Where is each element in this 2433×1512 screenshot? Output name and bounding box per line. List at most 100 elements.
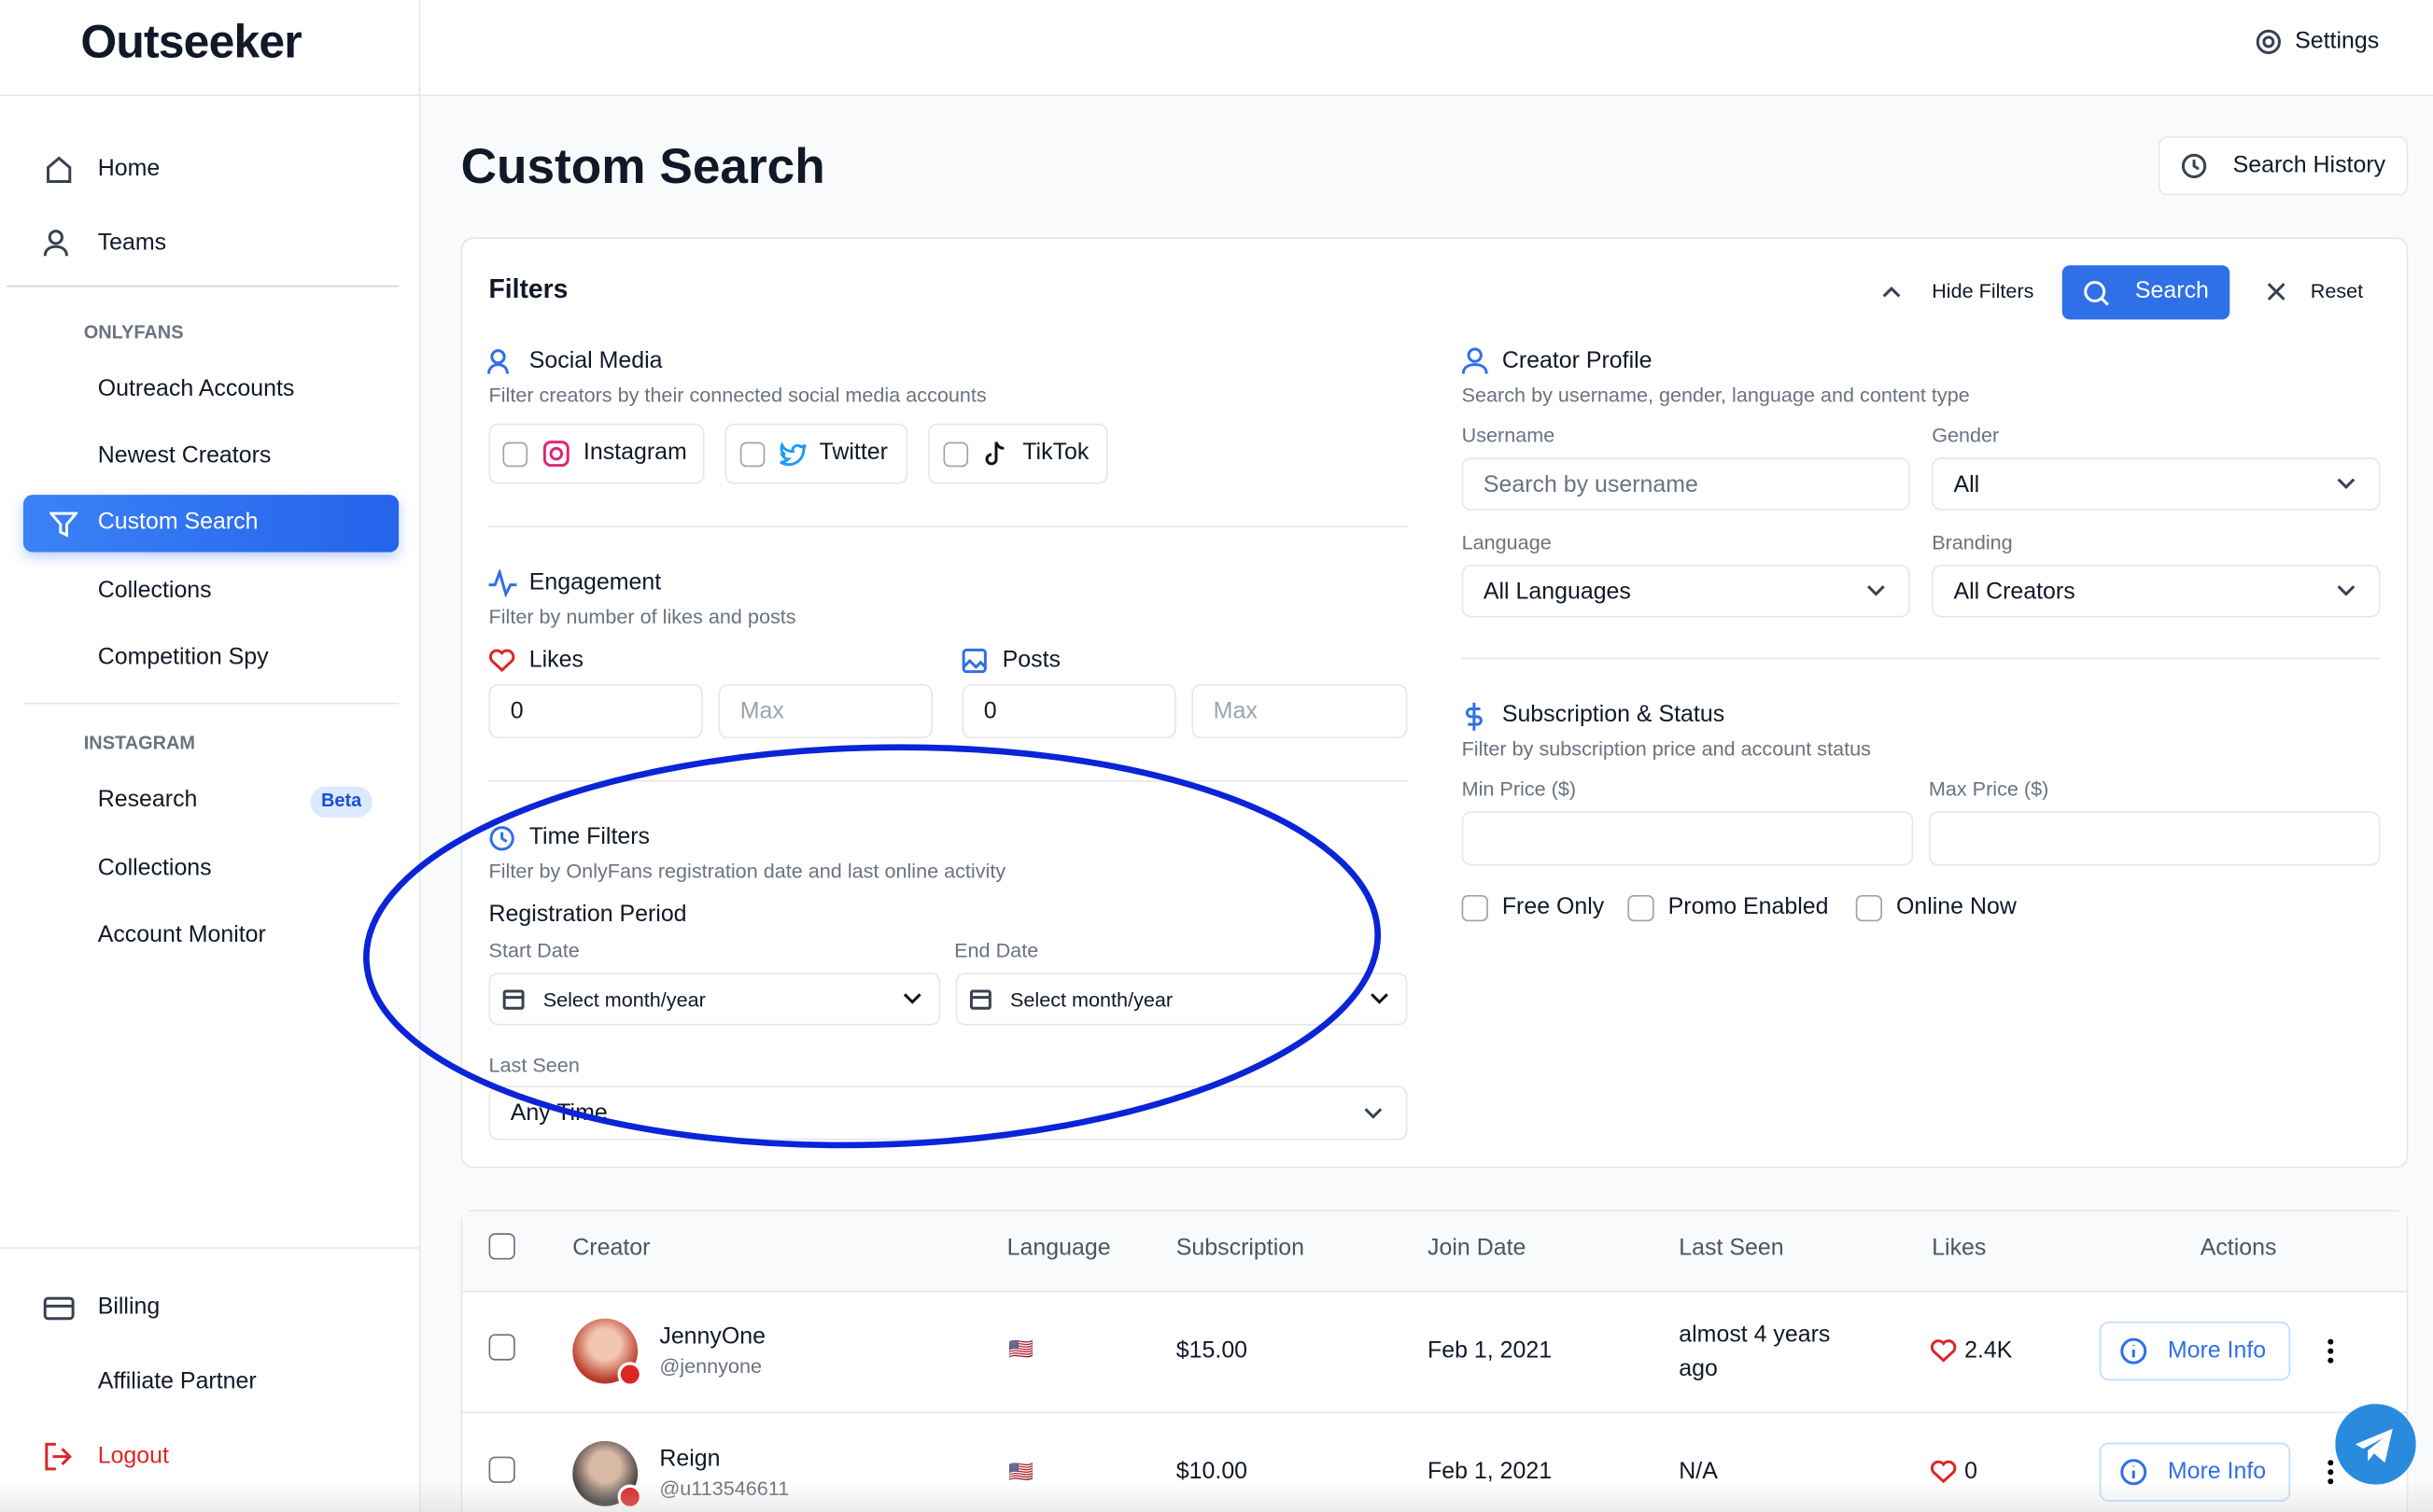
section-title: Creator Profile bbox=[1501, 347, 1652, 374]
search-label[interactable]: Search bbox=[2134, 277, 2209, 304]
nav-affiliate[interactable]: Affiliate Partner bbox=[97, 1367, 257, 1395]
checkbox[interactable] bbox=[1855, 894, 1883, 922]
field-label: Last Seen bbox=[488, 1053, 580, 1077]
input[interactable] bbox=[1461, 811, 1914, 866]
select[interactable]: All bbox=[1932, 457, 2381, 511]
nav-home[interactable]: Home bbox=[97, 155, 161, 182]
column-header: Language bbox=[1006, 1234, 1111, 1262]
field-label: Likes bbox=[528, 647, 584, 674]
input-value: 0 bbox=[983, 697, 997, 725]
select[interactable]: All Languages bbox=[1461, 564, 1910, 618]
checkbox[interactable] bbox=[488, 1456, 515, 1483]
chat-button[interactable] bbox=[2335, 1404, 2416, 1485]
nav-item[interactable]: Account Monitor bbox=[97, 921, 266, 948]
column-header: Join Date bbox=[1427, 1234, 1526, 1262]
chevron bbox=[2337, 585, 2356, 596]
select[interactable]: Select month/year bbox=[955, 973, 1408, 1026]
calendar-icon bbox=[969, 989, 991, 1010]
chevron bbox=[2337, 478, 2356, 489]
chevron bbox=[1371, 993, 1388, 1004]
chevron bbox=[1364, 1108, 1383, 1119]
select[interactable]: Select month/year bbox=[488, 973, 941, 1026]
checkbox[interactable] bbox=[943, 441, 969, 468]
history-button[interactable] bbox=[2158, 136, 2409, 196]
hide-filters[interactable]: Hide Filters bbox=[1932, 279, 2034, 303]
nav-active[interactable] bbox=[22, 495, 400, 553]
creator-name[interactable]: Reign bbox=[659, 1445, 721, 1473]
status-dot bbox=[617, 1362, 643, 1387]
nav-item[interactable]: Research bbox=[97, 786, 198, 813]
tiktok-icon bbox=[985, 441, 1005, 466]
more-info-label[interactable]: More Info bbox=[2167, 1337, 2267, 1364]
nav-item[interactable]: Collections bbox=[97, 577, 212, 604]
search-button[interactable] bbox=[2061, 265, 2230, 320]
status-dot bbox=[617, 1484, 643, 1510]
user-icon bbox=[1461, 347, 1488, 374]
search-icon bbox=[2084, 280, 2109, 306]
input[interactable]: 0 bbox=[962, 683, 1176, 739]
section-subtitle: Filter by subscription price and account… bbox=[1461, 736, 1871, 761]
last-seen: almost 4 years ago bbox=[1679, 1322, 1831, 1382]
checkbox-label[interactable]: Promo Enabled bbox=[1667, 893, 1829, 920]
section-title: Subscription & Status bbox=[1501, 701, 1725, 728]
select[interactable]: All Creators bbox=[1932, 564, 2381, 618]
select-value: All bbox=[1953, 471, 1980, 498]
column-header: Last Seen bbox=[1679, 1234, 1784, 1262]
instagram-icon bbox=[542, 441, 570, 468]
nav-logout[interactable]: Logout bbox=[97, 1442, 169, 1469]
sidebar bbox=[0, 0, 421, 1512]
checkbox[interactable] bbox=[1461, 894, 1488, 922]
sidebar-icons bbox=[43, 1296, 75, 1321]
checkbox-label[interactable]: Online Now bbox=[1895, 893, 2017, 920]
checkbox[interactable] bbox=[488, 1334, 515, 1361]
subscription: $15.00 bbox=[1175, 1337, 1248, 1364]
input[interactable]: Max bbox=[718, 683, 933, 739]
section-title: Social Media bbox=[528, 347, 663, 374]
history-label[interactable]: Search History bbox=[2232, 151, 2386, 179]
input[interactable]: Search by username bbox=[1461, 457, 1910, 511]
checkbox-label[interactable]: Free Only bbox=[1501, 893, 1605, 920]
chip-label[interactable]: Instagram bbox=[583, 439, 687, 466]
engagement-icon bbox=[488, 568, 517, 597]
checkbox[interactable] bbox=[1627, 894, 1654, 922]
column-header: Creator bbox=[572, 1234, 651, 1262]
language-flag: 🇺🇸 bbox=[1008, 1337, 1034, 1361]
nav-billing[interactable]: Billing bbox=[97, 1294, 161, 1321]
input[interactable]: 0 bbox=[488, 683, 703, 739]
kebab-menu[interactable] bbox=[2325, 1458, 2337, 1486]
nav-item[interactable]: Competition Spy bbox=[97, 643, 269, 670]
nav-item[interactable]: Outreach Accounts bbox=[97, 375, 295, 402]
input[interactable] bbox=[1928, 811, 2381, 866]
checkbox[interactable] bbox=[488, 1233, 515, 1260]
nav-item[interactable]: Newest Creators bbox=[97, 441, 272, 469]
more-info-button[interactable] bbox=[2099, 1322, 2291, 1381]
history-icon bbox=[2181, 153, 2207, 178]
checkbox[interactable] bbox=[502, 441, 528, 468]
clock-icon bbox=[489, 826, 514, 851]
twitter-icon bbox=[780, 441, 807, 467]
chip-label[interactable]: TikTok bbox=[1022, 439, 1090, 466]
checkbox[interactable] bbox=[739, 441, 766, 468]
info-icon bbox=[2120, 1337, 2147, 1365]
column-header: Subscription bbox=[1175, 1234, 1304, 1262]
nav-item[interactable]: Custom Search bbox=[97, 509, 259, 536]
settings[interactable]: Settings bbox=[2295, 27, 2380, 55]
select[interactable]: Any Time bbox=[488, 1085, 1408, 1141]
heart-icon bbox=[1930, 1460, 1957, 1484]
creator-name[interactable]: JennyOne bbox=[659, 1323, 766, 1350]
nav-teams[interactable]: Teams bbox=[97, 229, 167, 257]
chip-label[interactable]: Twitter bbox=[819, 439, 888, 466]
input[interactable]: Max bbox=[1191, 683, 1408, 739]
nav-item[interactable]: Collections bbox=[97, 854, 212, 882]
likes: 0 bbox=[1964, 1458, 1977, 1485]
chevron bbox=[1866, 585, 1885, 596]
reset[interactable]: Reset bbox=[2310, 279, 2364, 303]
last-seen: N/A bbox=[1679, 1458, 1718, 1485]
more-info-button[interactable] bbox=[2099, 1442, 2291, 1502]
brand[interactable]: Outseeker bbox=[80, 17, 302, 69]
select-value: Select month/year bbox=[1009, 987, 1174, 1012]
kebab-menu[interactable] bbox=[2325, 1337, 2337, 1365]
more-info-label[interactable]: More Info bbox=[2167, 1458, 2267, 1485]
field-label: Posts bbox=[1002, 647, 1062, 674]
